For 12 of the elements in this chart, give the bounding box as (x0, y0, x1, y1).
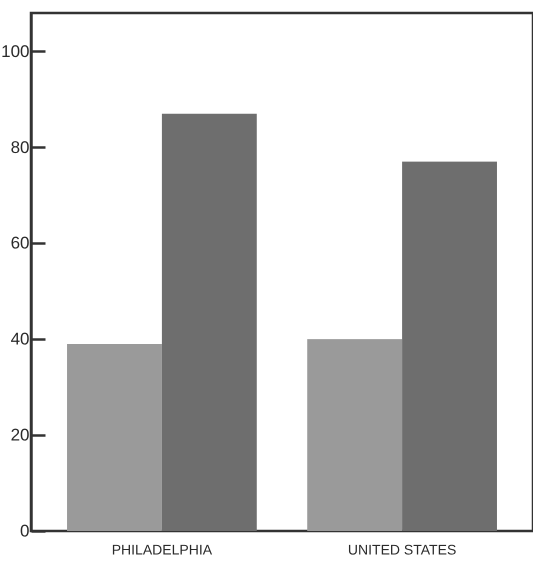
bar (402, 162, 497, 531)
bar (67, 344, 162, 531)
x-tick-label: UNITED STATES (348, 542, 456, 558)
y-tick-label: 40 (10, 330, 30, 349)
bar (162, 114, 257, 531)
x-tick-label: PHILADELPHIA (112, 542, 213, 558)
y-tick-label: 80 (10, 138, 30, 157)
y-tick-label: 0 (20, 522, 30, 540)
y-tick-label: 100 (1, 42, 30, 61)
y-tick-label: 20 (10, 426, 30, 445)
y-tick-label: 60 (10, 234, 30, 253)
bar (307, 339, 402, 531)
